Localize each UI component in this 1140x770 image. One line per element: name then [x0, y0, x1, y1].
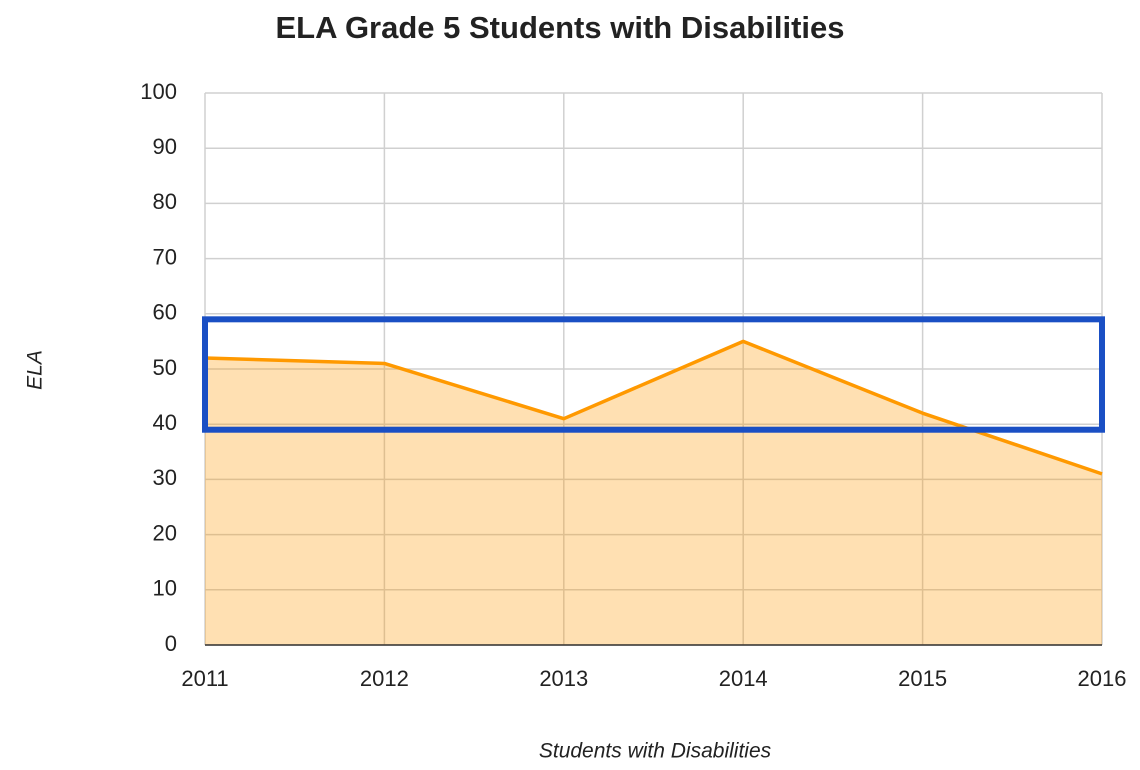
area [205, 341, 1102, 645]
y-tick-label: 70 [153, 244, 177, 269]
y-tick-label: 90 [153, 134, 177, 159]
highlight-box [202, 316, 1105, 433]
y-tick-label: 0 [165, 631, 177, 656]
x-tick-label: 2012 [360, 666, 409, 691]
y-tick-label: 20 [153, 520, 177, 545]
y-tick-label: 100 [140, 79, 177, 104]
y-tick-label: 50 [153, 355, 177, 380]
x-tick-label: 2016 [1078, 666, 1127, 691]
y-axis-title: ELA [24, 350, 47, 390]
x-tick-label: 2014 [719, 666, 768, 691]
y-tick-label: 40 [153, 410, 177, 435]
x-tick-label: 2015 [898, 666, 947, 691]
y-tick-label: 80 [153, 189, 177, 214]
y-tick-label: 60 [153, 300, 177, 325]
x-tick-label: 2013 [539, 666, 588, 691]
y-tick-label: 30 [153, 465, 177, 490]
x-axis-title: Students with Disabilities [539, 740, 772, 763]
line [204, 339, 1103, 476]
y-tick-label: 10 [153, 576, 177, 601]
chart-title: ELA Grade 5 Students with Disabilities [275, 10, 844, 45]
x-tick-label: 2011 [181, 666, 228, 691]
